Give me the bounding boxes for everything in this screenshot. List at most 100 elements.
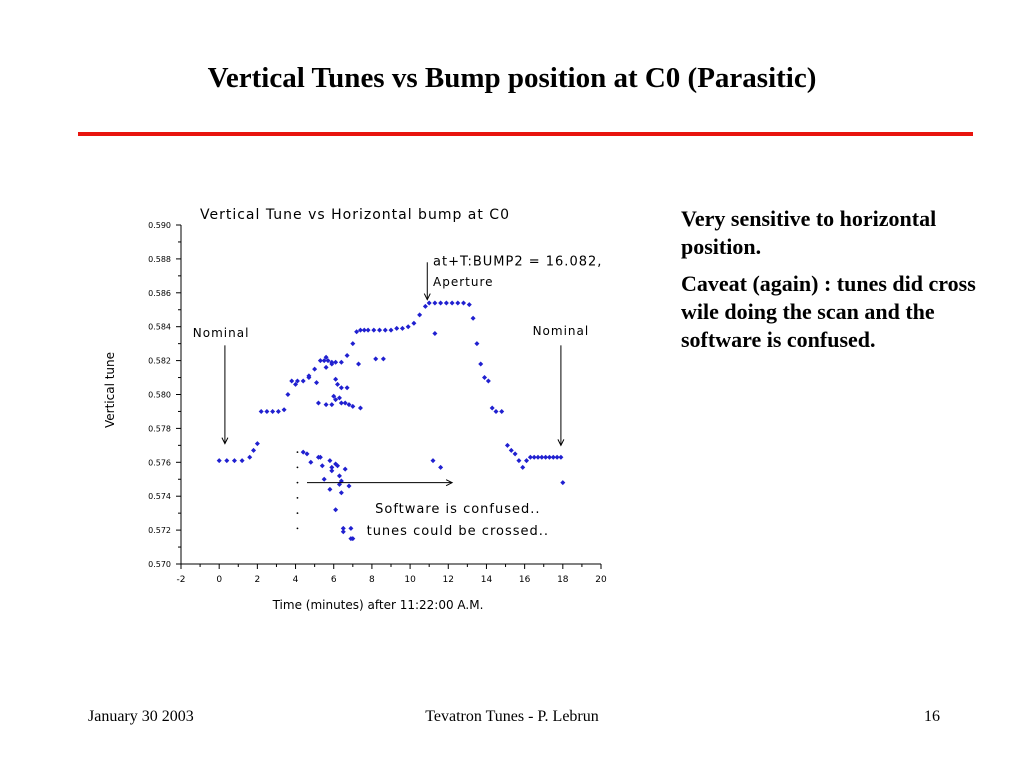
y-tick-label: 0.578 (148, 424, 171, 433)
data-point (499, 408, 505, 414)
data-point (321, 476, 327, 482)
data-point (443, 300, 449, 306)
y-tick-label: 0.574 (148, 492, 171, 501)
data-point (438, 300, 444, 306)
dot-marker (296, 496, 299, 499)
data-point (516, 458, 522, 464)
data-point (323, 354, 329, 360)
y-axis-label: Vertical tune (103, 352, 117, 428)
data-point (333, 359, 339, 365)
data-point (308, 459, 314, 465)
data-point (340, 525, 346, 531)
note-sensitivity: Very sensitive to horizontal position. (681, 206, 937, 259)
footer-date: January 30 2003 (88, 708, 194, 725)
x-tick-label: 14 (481, 575, 493, 585)
data-point (342, 400, 348, 406)
data-point (470, 315, 476, 321)
data-point (312, 366, 318, 372)
data-point (539, 454, 545, 460)
data-point (558, 454, 564, 460)
axis-ticks: 0.570 0.572 0.574 0.576 0.578 0.580 0.582 0.584… (148, 221, 607, 585)
y-tick-label: 0.584 (148, 323, 171, 332)
data-point (485, 378, 491, 384)
data-point (422, 303, 428, 309)
data-point (508, 447, 514, 453)
y-tick-label: 0.576 (148, 458, 171, 467)
x-tick-label: 18 (557, 575, 569, 585)
data-point (357, 327, 363, 333)
data-point (338, 359, 344, 365)
data-point (461, 300, 467, 306)
dot-marker (296, 512, 299, 515)
y-tick-label: 0.570 (148, 560, 171, 569)
data-point (377, 327, 383, 333)
x-tick-label: 8 (369, 575, 375, 585)
data-point (426, 300, 432, 306)
data-point (342, 466, 348, 472)
data-point (327, 486, 333, 492)
data-point (546, 454, 552, 460)
data-point (335, 463, 341, 469)
data-point (323, 402, 329, 408)
data-point (251, 447, 257, 453)
data-point (560, 480, 566, 486)
aperture-annotation: Aperture (433, 275, 494, 289)
data-point (285, 392, 291, 397)
data-point (304, 451, 310, 457)
data-point (455, 300, 461, 306)
data-point (216, 458, 222, 464)
dot-marker (296, 451, 299, 454)
data-point (344, 353, 350, 359)
data-point (399, 325, 405, 331)
title-divider (78, 132, 973, 136)
data-point (432, 300, 438, 306)
data-point (365, 327, 371, 333)
data-point (512, 451, 518, 457)
data-point (314, 380, 320, 386)
data-point (258, 408, 264, 414)
data-point (373, 356, 379, 362)
nominal-label-left: Nominal (193, 326, 250, 340)
data-point (275, 408, 281, 414)
data-point (543, 454, 549, 460)
data-point (394, 325, 400, 331)
data-point (388, 327, 394, 333)
data-point (306, 373, 312, 379)
chart-title: Vertical Tune vs Horizontal bump at C0 (200, 207, 510, 223)
dot-marker (296, 527, 299, 530)
data-point (531, 454, 537, 460)
data-point (348, 525, 354, 531)
data-point (300, 378, 306, 384)
data-point (411, 320, 417, 326)
x-tick-label: -2 (177, 575, 186, 585)
chart-annotations: at+T:BUMP2 = 16.082, Aperture Nominal Nomin… (193, 255, 602, 540)
data-point (338, 400, 344, 406)
crossed-annotation: tunes could be crossed.. (367, 524, 549, 539)
data-point (231, 458, 237, 464)
y-tick-label: 0.572 (148, 526, 171, 535)
data-point (336, 395, 342, 401)
data-point (333, 397, 339, 403)
data-point (535, 454, 541, 460)
data-point (380, 356, 386, 362)
slide-title: Vertical Tunes vs Bump position at C0 (P… (207, 62, 817, 94)
page-number: 16 (924, 708, 940, 725)
data-point (361, 327, 367, 333)
confused-annotation: Software is confused.. (375, 502, 540, 517)
y-tick-label: 0.580 (148, 391, 171, 400)
data-point (315, 400, 321, 406)
data-point (289, 378, 295, 384)
data-point (438, 464, 444, 470)
data-point (449, 300, 455, 306)
data-point (350, 341, 356, 347)
y-tick-label: 0.590 (148, 221, 171, 230)
data-point (338, 490, 344, 496)
x-tick-label: 2 (254, 575, 260, 585)
aperture-arrow-head (423, 293, 431, 301)
data-point (300, 449, 306, 455)
data-point (524, 458, 530, 464)
data-point (239, 458, 245, 464)
y-tick-label: 0.588 (148, 255, 171, 264)
data-point (247, 454, 253, 460)
x-tick-label: 12 (443, 575, 454, 585)
